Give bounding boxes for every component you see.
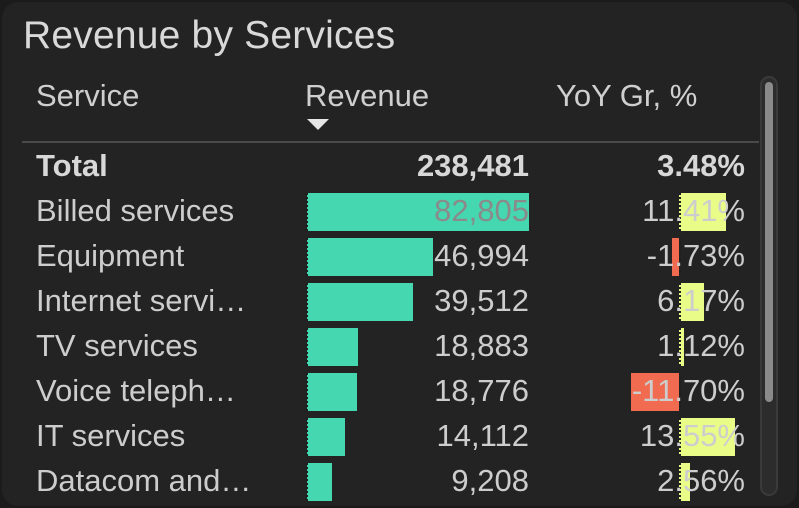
revenue-bar	[307, 328, 358, 366]
revenue-bar-axis	[306, 238, 308, 276]
service-revenue: 82,805	[434, 193, 529, 228]
yoy-bar-axis	[679, 238, 681, 276]
revenue-bar-axis	[306, 328, 308, 366]
service-name: IT services	[36, 418, 186, 453]
total-yoy: 3.48%	[657, 148, 745, 183]
yoy-bar-axis	[679, 193, 681, 231]
revenue-bar-axis	[306, 463, 308, 501]
service-revenue: 9,208	[451, 463, 529, 498]
service-name: TV services	[36, 328, 198, 363]
table-row[interactable]: Billed services 82,805 11.41%	[2, 189, 762, 234]
total-label: Total	[36, 148, 108, 183]
yoy-bar-axis	[679, 418, 681, 456]
revenue-bar-axis	[306, 193, 308, 231]
service-yoy: -1.73%	[646, 238, 745, 273]
total-revenue: 238,481	[416, 148, 529, 183]
yoy-bar-axis	[679, 463, 681, 501]
revenue-bar	[307, 283, 413, 321]
service-revenue: 46,994	[434, 238, 529, 273]
service-name: Equipment	[36, 238, 185, 273]
service-yoy: 6.17%	[657, 283, 745, 318]
widget-title: Revenue by Services	[23, 14, 396, 57]
service-yoy: 13.55%	[639, 418, 745, 453]
service-name: Internet servi…	[36, 283, 247, 318]
service-yoy: 11.41%	[642, 193, 745, 228]
column-header-service[interactable]: Service	[36, 78, 140, 113]
service-yoy: -11.70%	[631, 373, 745, 408]
scrollbar-thumb[interactable]	[765, 82, 773, 402]
service-revenue: 39,512	[434, 283, 529, 318]
revenue-bar	[307, 193, 529, 231]
sort-descending-icon[interactable]	[307, 119, 329, 130]
service-name: Datacom and…	[36, 463, 252, 498]
header-divider	[22, 141, 759, 143]
yoy-growth-bar	[631, 373, 679, 411]
table-row[interactable]: Voice teleph… 18,776 -11.70%	[2, 369, 762, 414]
service-revenue: 18,883	[434, 328, 529, 363]
vertical-scrollbar[interactable]	[760, 76, 778, 496]
yoy-bar-axis	[679, 328, 681, 366]
revenue-bar-axis	[306, 373, 308, 411]
column-header-revenue[interactable]: Revenue	[305, 78, 430, 113]
service-name: Billed services	[36, 193, 235, 228]
yoy-growth-bar	[679, 193, 726, 231]
service-yoy: 1.12%	[657, 328, 745, 363]
table-row[interactable]: TV services 18,883 1.12%	[2, 324, 762, 369]
yoy-bar-axis	[679, 283, 681, 321]
table-row[interactable]: Equipment 46,994 -1.73%	[2, 234, 762, 279]
yoy-growth-bar	[672, 238, 679, 276]
revenue-bar	[307, 418, 345, 456]
yoy-growth-bar	[679, 418, 735, 456]
yoy-growth-bar	[679, 283, 704, 321]
service-name: Voice teleph…	[36, 373, 236, 408]
service-yoy: 2.56%	[657, 463, 745, 498]
revenue-bar	[307, 238, 433, 276]
revenue-bar-axis	[306, 418, 308, 456]
column-header-yoy[interactable]: YoY Gr, %	[556, 78, 698, 113]
service-revenue: 18,776	[434, 373, 529, 408]
table-row[interactable]: Datacom and… 9,208 2.56%	[2, 459, 762, 504]
yoy-bar-axis	[679, 373, 681, 411]
table-row[interactable]: Internet servi… 39,512 6.17%	[2, 279, 762, 324]
service-revenue: 14,112	[436, 418, 529, 453]
total-row: Total 238,481 3.48%	[2, 144, 762, 189]
yoy-growth-bar	[679, 463, 690, 501]
table-row[interactable]: IT services 14,112 13.55%	[2, 414, 762, 459]
revenue-bar	[307, 373, 357, 411]
revenue-bar	[307, 463, 332, 501]
yoy-growth-bar	[679, 328, 684, 366]
revenue-bar-axis	[306, 283, 308, 321]
